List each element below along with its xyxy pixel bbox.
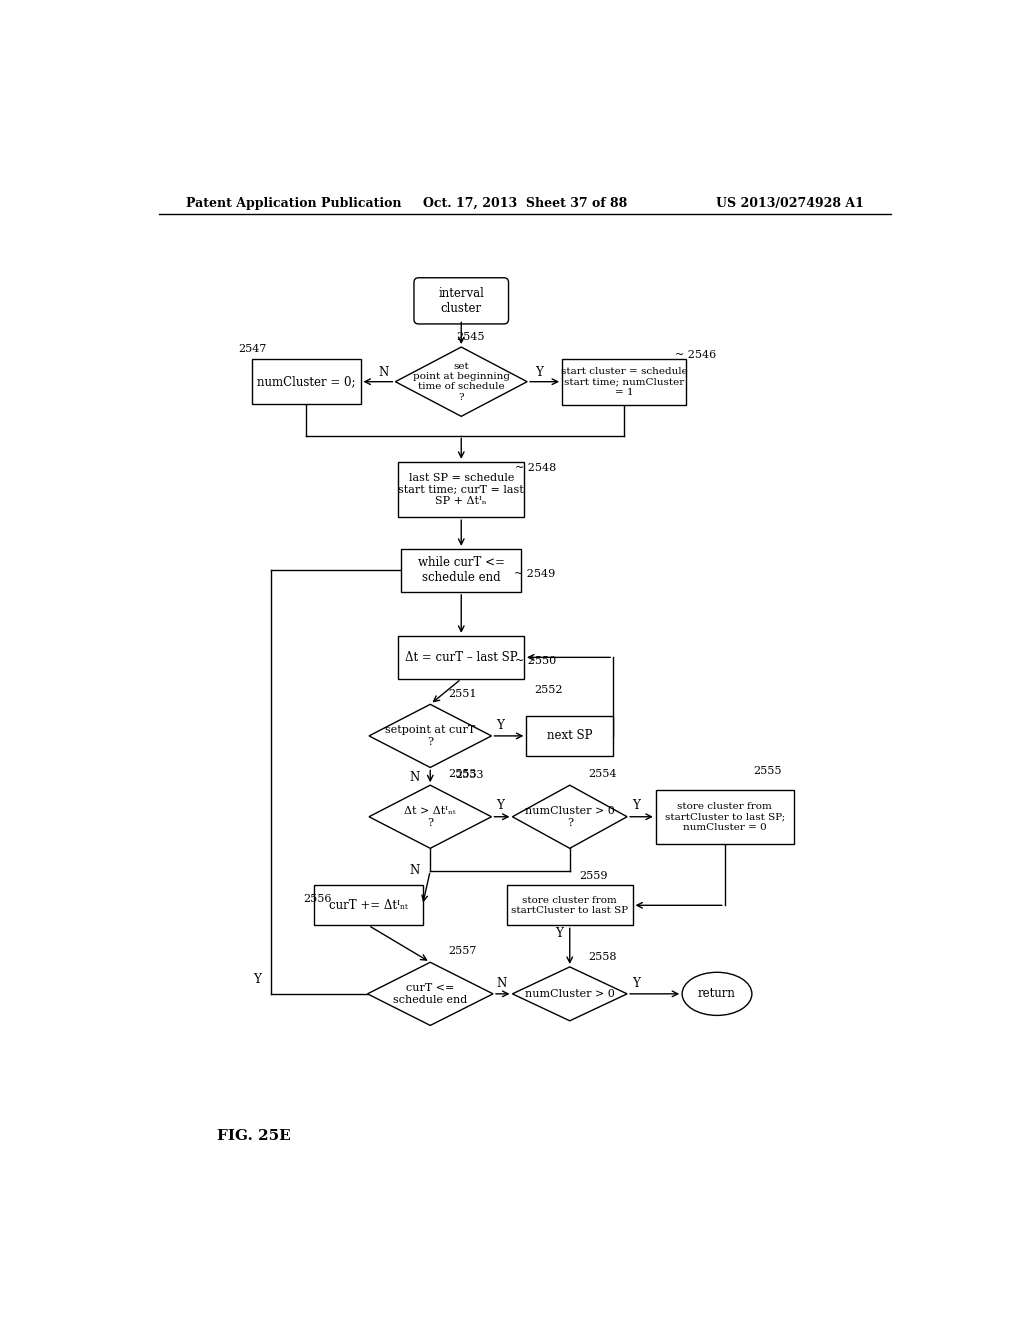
FancyBboxPatch shape — [562, 359, 686, 405]
Text: Y: Y — [254, 973, 261, 986]
Text: ~ 2550: ~ 2550 — [515, 656, 556, 667]
FancyBboxPatch shape — [401, 549, 521, 591]
Text: set
point at beginning
time of schedule
?: set point at beginning time of schedule … — [413, 362, 510, 401]
Text: last SP = schedule
start time; curT = last
SP + Δtᴵₙ⁣: last SP = schedule start time; curT = la… — [398, 473, 524, 506]
Text: store cluster from
startCluster to last SP: store cluster from startCluster to last … — [511, 895, 629, 915]
Text: numCluster = 0;: numCluster = 0; — [257, 375, 355, 388]
Text: ~ 2548: ~ 2548 — [515, 463, 556, 473]
Text: Oct. 17, 2013  Sheet 37 of 88: Oct. 17, 2013 Sheet 37 of 88 — [423, 197, 627, 210]
Text: Δt > Δtᴵₙₜ
?: Δt > Δtᴵₙₜ ? — [404, 807, 456, 828]
Text: numCluster > 0
?: numCluster > 0 ? — [525, 807, 614, 828]
Text: 2558: 2558 — [588, 952, 616, 962]
Polygon shape — [395, 347, 527, 416]
Text: numCluster > 0: numCluster > 0 — [525, 989, 614, 999]
Polygon shape — [369, 705, 492, 767]
Text: N: N — [410, 865, 420, 878]
Text: interval
cluster: interval cluster — [438, 286, 484, 315]
Text: 2553: 2553 — [449, 770, 477, 779]
Text: 2552: 2552 — [534, 685, 562, 694]
Text: Y: Y — [496, 718, 504, 731]
Polygon shape — [368, 962, 493, 1026]
FancyBboxPatch shape — [398, 462, 524, 517]
FancyBboxPatch shape — [398, 636, 524, 678]
Text: while curT <=
schedule end: while curT <= schedule end — [418, 556, 505, 585]
Polygon shape — [512, 785, 627, 849]
Text: curT += Δtᴵₙₜ: curT += Δtᴵₙₜ — [329, 899, 408, 912]
FancyBboxPatch shape — [252, 359, 360, 404]
Text: ~ 2546: ~ 2546 — [675, 350, 716, 360]
Text: return: return — [698, 987, 736, 1001]
Text: 2553: 2553 — [455, 770, 483, 780]
Text: 2555: 2555 — [753, 766, 781, 776]
Text: Y: Y — [535, 366, 543, 379]
Ellipse shape — [682, 973, 752, 1015]
FancyBboxPatch shape — [314, 886, 423, 925]
Polygon shape — [369, 785, 492, 849]
Text: 2557: 2557 — [449, 946, 477, 957]
FancyBboxPatch shape — [655, 789, 794, 843]
Text: Y: Y — [496, 800, 504, 813]
Text: FIG. 25E: FIG. 25E — [217, 1130, 291, 1143]
Text: store cluster from
startCluster to last SP;
numCluster = 0: store cluster from startCluster to last … — [665, 801, 784, 832]
Text: curT <=
schedule end: curT <= schedule end — [393, 983, 467, 1005]
Text: Δt = curT – last SP: Δt = curT – last SP — [404, 651, 517, 664]
Text: start cluster = schedule
start time; numCluster
= 1: start cluster = schedule start time; num… — [560, 367, 687, 396]
Text: 2545: 2545 — [457, 333, 484, 342]
Text: Y: Y — [555, 927, 563, 940]
Text: 2559: 2559 — [579, 871, 607, 880]
FancyBboxPatch shape — [507, 886, 633, 925]
Text: 2556: 2556 — [304, 894, 332, 904]
FancyBboxPatch shape — [414, 277, 509, 323]
Text: Y: Y — [632, 977, 640, 990]
Text: Y: Y — [632, 800, 640, 813]
Text: N: N — [497, 977, 507, 990]
Text: 2551: 2551 — [449, 689, 477, 698]
Text: 2547: 2547 — [238, 345, 266, 354]
Text: 2554: 2554 — [588, 770, 616, 779]
Text: Patent Application Publication: Patent Application Publication — [186, 197, 401, 210]
Text: N: N — [410, 771, 420, 784]
FancyBboxPatch shape — [526, 715, 613, 756]
Text: US 2013/0274928 A1: US 2013/0274928 A1 — [717, 197, 864, 210]
Text: N: N — [379, 366, 389, 379]
Text: ~ 2549: ~ 2549 — [514, 569, 555, 579]
Text: next SP: next SP — [547, 730, 593, 742]
Polygon shape — [512, 966, 627, 1020]
Text: setpoint at curT
?: setpoint at curT ? — [385, 725, 475, 747]
